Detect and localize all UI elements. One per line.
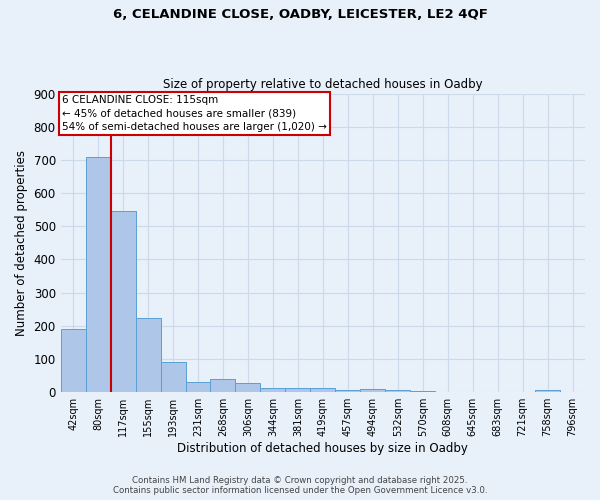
Bar bbox=[385, 390, 410, 392]
Bar bbox=[335, 390, 360, 392]
Y-axis label: Number of detached properties: Number of detached properties bbox=[15, 150, 28, 336]
Bar bbox=[535, 390, 560, 392]
Bar bbox=[235, 383, 260, 392]
Text: Contains HM Land Registry data © Crown copyright and database right 2025.
Contai: Contains HM Land Registry data © Crown c… bbox=[113, 476, 487, 495]
Bar bbox=[110, 212, 136, 392]
Text: 6, CELANDINE CLOSE, OADBY, LEICESTER, LE2 4QF: 6, CELANDINE CLOSE, OADBY, LEICESTER, LE… bbox=[113, 8, 487, 20]
Bar bbox=[136, 318, 161, 392]
X-axis label: Distribution of detached houses by size in Oadby: Distribution of detached houses by size … bbox=[178, 442, 468, 455]
Bar bbox=[286, 388, 310, 392]
Bar bbox=[185, 382, 211, 392]
Bar bbox=[410, 390, 435, 392]
Title: Size of property relative to detached houses in Oadby: Size of property relative to detached ho… bbox=[163, 78, 482, 91]
Bar bbox=[260, 388, 286, 392]
Bar bbox=[161, 362, 185, 392]
Bar bbox=[360, 389, 385, 392]
Text: 6 CELANDINE CLOSE: 115sqm
← 45% of detached houses are smaller (839)
54% of semi: 6 CELANDINE CLOSE: 115sqm ← 45% of detac… bbox=[62, 95, 327, 132]
Bar bbox=[86, 156, 110, 392]
Bar bbox=[211, 379, 235, 392]
Bar bbox=[61, 329, 86, 392]
Bar bbox=[310, 388, 335, 392]
